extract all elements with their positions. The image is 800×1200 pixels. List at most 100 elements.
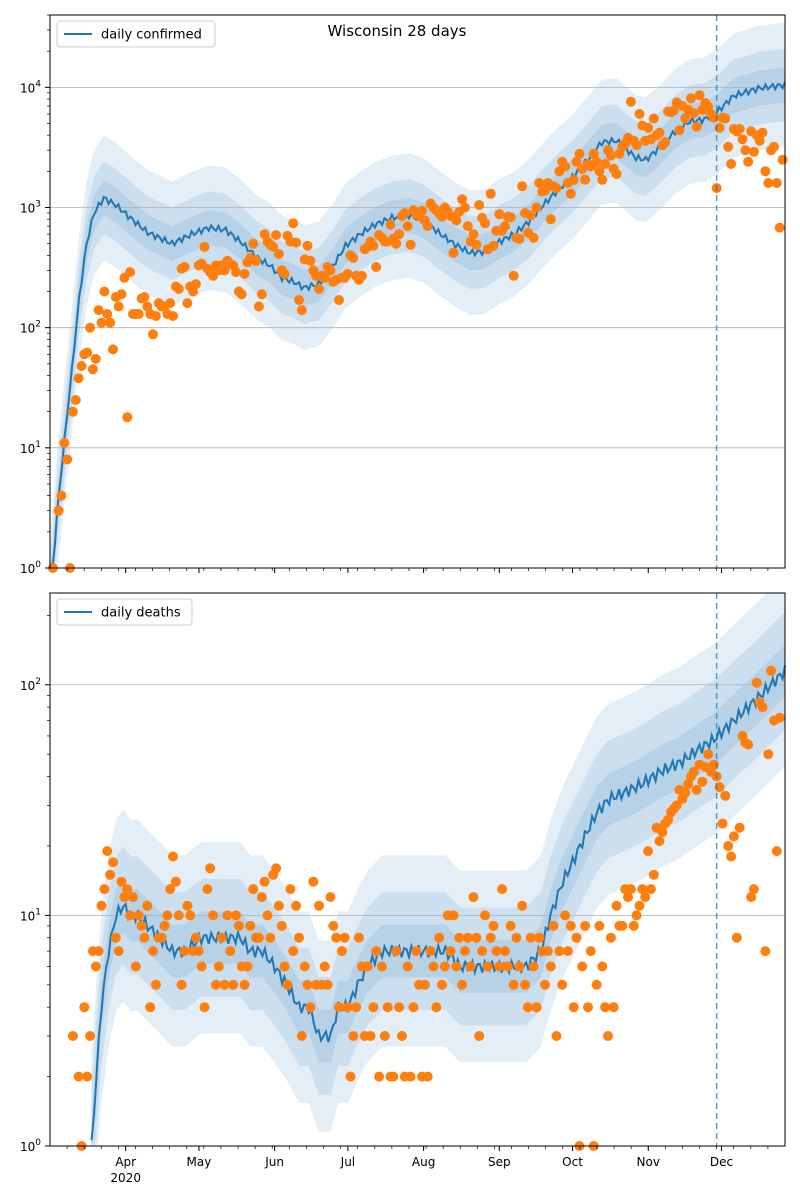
data-point: [608, 1002, 619, 1013]
data-point: [457, 194, 468, 205]
data-point: [625, 884, 636, 895]
data-point: [148, 946, 158, 957]
confirmed-legend: daily confirmed: [56, 20, 216, 48]
data-point: [233, 920, 244, 931]
data-point: [376, 961, 387, 972]
data-point: [660, 137, 671, 148]
data-point: [394, 1002, 405, 1013]
legend-box: [56, 598, 193, 626]
data-point: [379, 1031, 390, 1041]
data-point: [585, 946, 596, 957]
data-point: [382, 1002, 393, 1013]
data-point: [628, 920, 639, 931]
deaths-axes-frame: [49, 592, 786, 1147]
data-point: [734, 822, 745, 833]
data-point: [688, 108, 699, 119]
data-point: [411, 946, 422, 957]
data-point: [462, 221, 473, 232]
confirmed-observed-points: [47, 90, 788, 573]
data-point: [560, 910, 571, 921]
data-point: [688, 766, 699, 777]
data-point: [239, 268, 250, 279]
data-point: [514, 233, 525, 244]
data-point: [726, 851, 737, 862]
data-point: [459, 946, 470, 957]
data-point: [271, 230, 282, 240]
data-point: [508, 270, 519, 281]
data-point: [439, 961, 450, 972]
data-point: [554, 946, 565, 957]
data-point: [402, 961, 413, 972]
data-point: [148, 329, 158, 340]
data-point: [182, 900, 193, 911]
data-point: [388, 1071, 399, 1082]
data-point: [583, 1002, 593, 1013]
data-point: [645, 884, 656, 895]
data-point: [85, 1031, 96, 1041]
data-point: [525, 210, 536, 221]
data-point: [417, 205, 427, 216]
data-point: [391, 946, 402, 957]
data-point: [748, 146, 759, 157]
data-point: [548, 920, 559, 931]
data-point: [451, 961, 462, 972]
data-point: [231, 267, 241, 278]
data-point: [457, 979, 468, 990]
data-point: [213, 961, 224, 972]
data-point: [53, 505, 64, 516]
data-point: [540, 185, 550, 196]
data-point: [102, 309, 113, 319]
data-point: [199, 1002, 210, 1013]
data-point: [419, 979, 430, 990]
x-tick-label: Aug: [412, 1155, 435, 1169]
data-point: [568, 1002, 579, 1013]
data-point: [594, 920, 605, 931]
data-point: [133, 910, 144, 921]
data-point: [99, 884, 110, 895]
data-point: [540, 979, 550, 990]
data-point: [108, 857, 118, 868]
data-point: [248, 238, 259, 249]
data-point: [474, 200, 485, 210]
data-point: [760, 166, 771, 177]
data-point: [173, 284, 184, 294]
data-point: [133, 309, 144, 319]
uncertainty-band: [91, 593, 785, 1146]
data-point: [168, 311, 178, 321]
data-point: [105, 317, 116, 328]
data-point: [345, 1071, 356, 1082]
data-point: [605, 150, 616, 161]
data-point: [248, 884, 259, 895]
data-point: [73, 373, 84, 384]
data-point: [334, 295, 344, 305]
data-point: [156, 932, 167, 943]
data-point: [654, 127, 665, 138]
data-point: [385, 219, 396, 230]
data-point: [471, 239, 482, 250]
data-point: [445, 946, 456, 957]
data-point: [517, 900, 528, 911]
x-tick-label: May: [187, 1155, 212, 1169]
data-point: [305, 1002, 316, 1013]
data-point: [87, 364, 98, 375]
data-point: [294, 932, 304, 943]
data-point: [763, 749, 774, 760]
data-point: [631, 140, 642, 151]
data-point: [720, 790, 731, 801]
data-point: [302, 240, 313, 251]
data-point: [528, 232, 539, 243]
data-point: [56, 490, 67, 501]
data-point: [691, 121, 702, 132]
data-point: [79, 1002, 90, 1013]
data-point: [574, 148, 585, 159]
y-tick-label: 101: [20, 440, 41, 456]
data-point: [726, 159, 737, 169]
y-tick-label: 101: [20, 907, 41, 923]
data-point: [319, 961, 330, 972]
data-point: [774, 712, 785, 723]
data-point: [339, 932, 350, 943]
data-point: [119, 892, 130, 903]
data-point: [708, 759, 719, 770]
data-point: [531, 1002, 542, 1013]
